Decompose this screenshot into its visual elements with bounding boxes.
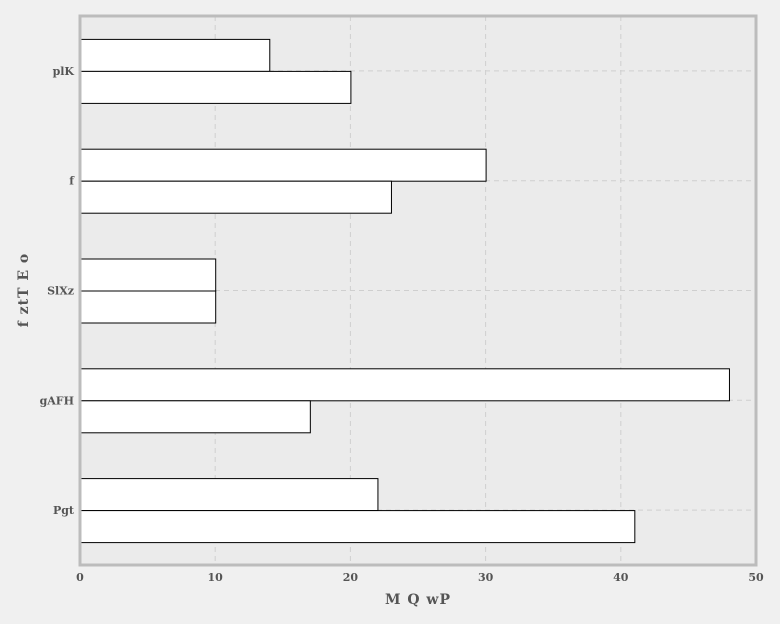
y-tick-label: SlXz — [47, 285, 74, 298]
bar — [80, 400, 311, 434]
bars — [80, 38, 730, 544]
y-tick-label: f — [69, 175, 75, 188]
y-tick-label: Pgt — [53, 504, 75, 517]
bar — [80, 290, 217, 324]
plot-frame — [78, 14, 758, 567]
x-tick-label: 40 — [613, 571, 629, 584]
x-axis-label: M Q wP — [385, 592, 451, 608]
bar — [80, 180, 392, 214]
y-axis-label: f ztT E o — [16, 253, 32, 328]
x-tick-label: 0 — [76, 571, 84, 584]
x-axis-ticks: 0 10 20 30 40 50 — [76, 571, 764, 584]
y-axis-ticks: Pgt gAFH SlXz f plK — [40, 65, 76, 517]
bar — [80, 510, 636, 544]
bar — [80, 70, 352, 104]
x-tick-label: 10 — [208, 571, 224, 584]
bar — [80, 258, 217, 292]
bar — [80, 148, 487, 182]
x-tick-label: 50 — [748, 571, 764, 584]
bar — [80, 38, 271, 72]
bar — [80, 368, 730, 402]
y-tick-label: plK — [53, 65, 75, 78]
x-tick-label: 20 — [343, 571, 359, 584]
bar — [80, 478, 379, 512]
x-tick-label: 30 — [478, 571, 494, 584]
y-tick-label: gAFH — [40, 394, 74, 407]
